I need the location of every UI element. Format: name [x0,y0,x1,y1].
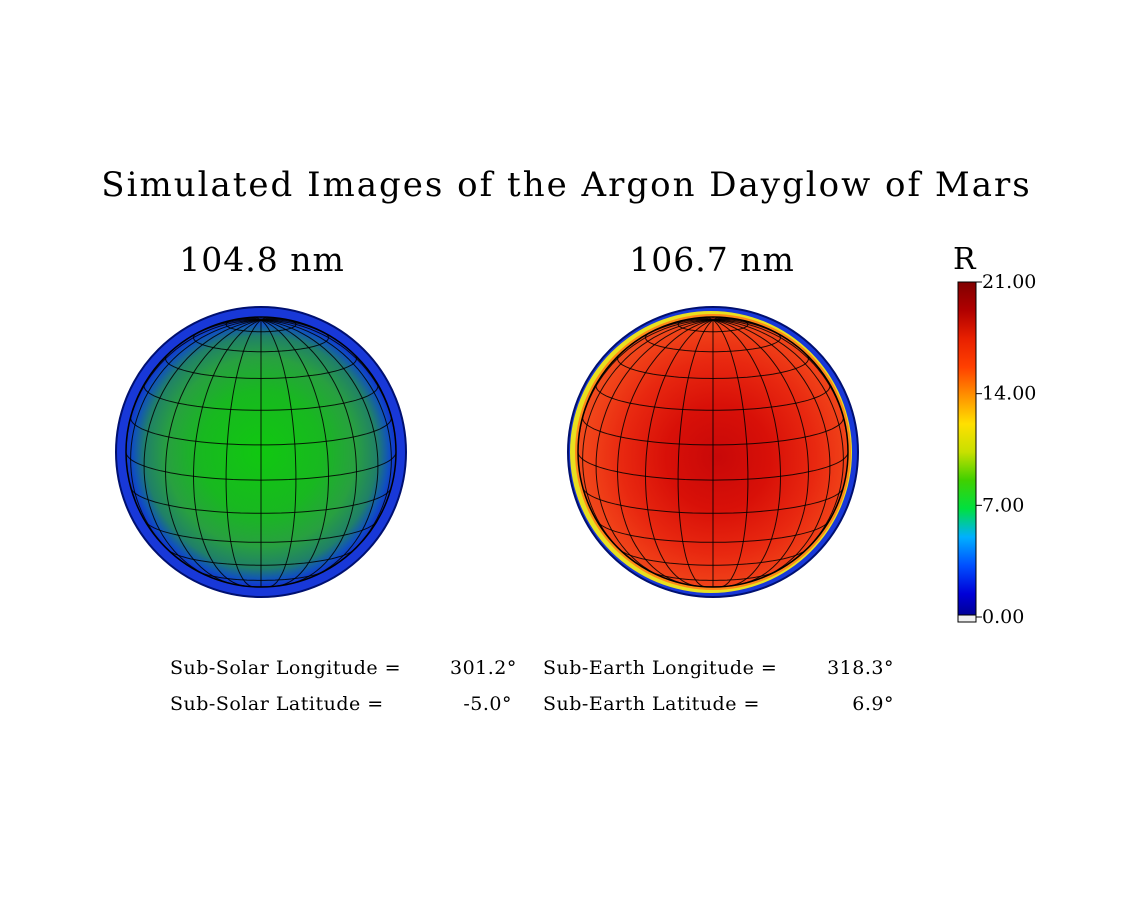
panel-title-104-8: 104.8 nm [179,240,345,279]
colorbar-ramp [957,281,977,623]
meridian-line [712,319,749,587]
meridian-line [712,319,810,585]
disk-outline-104-8 [125,316,397,588]
sub-solar-longitude-value: 301.2° [450,657,517,679]
meridian-line [192,319,262,587]
sub-solar-latitude-value: -5.0° [463,693,512,715]
sub-solar-latitude-label: Sub-Solar Latitude = [170,693,384,715]
meridian-line [130,319,262,556]
sub-earth-longitude-value: 318.3° [827,657,894,679]
meridian-line [712,319,831,579]
panel-title-106-7: 106.7 nm [629,240,795,279]
meridian-line [260,319,297,587]
globe-106-7 [567,306,859,598]
meridian-line [143,319,262,579]
meridian-line [164,319,262,585]
sub-earth-latitude-label: Sub-Earth Latitude = [543,693,760,715]
colorbar: 0.00 7.00 14.00 21.00 [957,271,1036,628]
meridian-line [582,319,714,556]
sub-earth-longitude-label: Sub-Earth Longitude = [543,657,778,679]
sub-solar-longitude-label: Sub-Solar Longitude = [170,657,402,679]
sub-earth-latitude-value: 6.9° [852,693,894,715]
disk-outline-106-7 [577,316,849,588]
meridian-line [644,319,714,587]
meridian-line [225,319,262,587]
meridian-line [595,319,714,579]
colorbar-tick-label: 14.00 [982,383,1036,405]
meridian-line [677,319,714,587]
colorbar-tick-label: 21.00 [982,271,1036,293]
meridian-line [712,319,782,587]
meridian-line [260,319,392,556]
colorbar-bottom-swatch [957,614,977,623]
meridian-line [260,319,330,587]
graticule-104-8 [126,317,396,587]
meridian-line [260,319,358,585]
meridian-line [260,319,379,579]
colorbar-tick-label: 7.00 [982,494,1024,516]
meridian-line [616,319,714,585]
colorbar-ticks: 0.00 7.00 14.00 21.00 [976,271,1036,628]
globe-104-8 [115,306,407,598]
colorbar-tick-label: 0.00 [982,606,1024,628]
colorbar-label: R [953,242,976,277]
figure-title: Simulated Images of the Argon Dayglow of… [101,165,1032,205]
meridian-line [712,319,844,556]
graticule-106-7 [578,317,848,587]
